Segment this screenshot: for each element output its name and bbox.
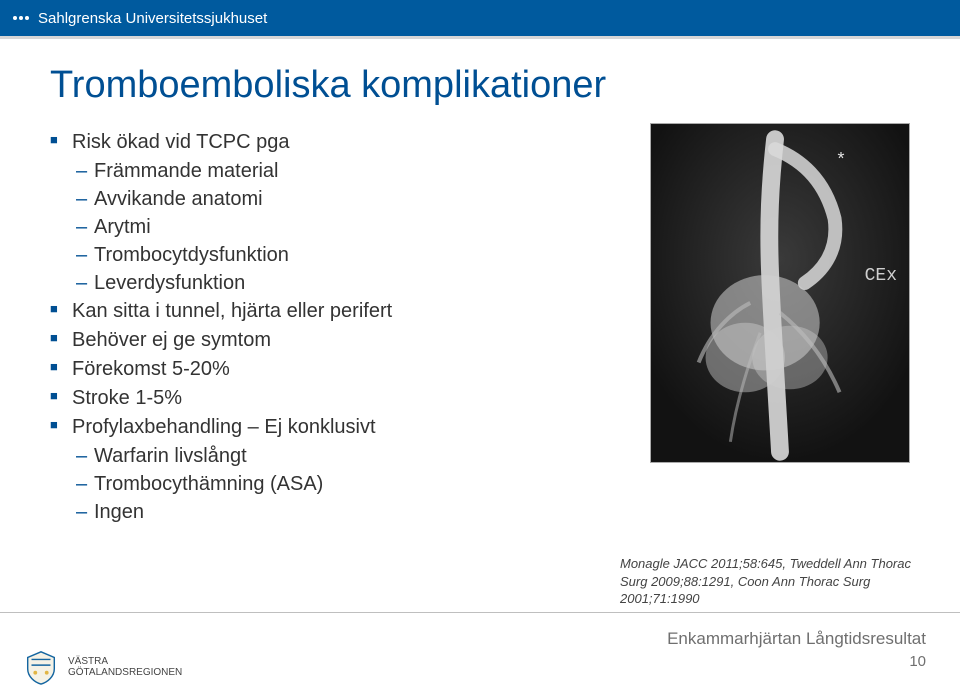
- bullet-level1: Behöver ej ge symtom: [50, 327, 626, 354]
- bullet-level2: Warfarin livslångt: [50, 443, 626, 470]
- bullet-level2: Ingen: [50, 499, 626, 526]
- angiogram-figure: * CEx: [650, 123, 910, 463]
- content-row: Risk ökad vid TCPC pgaFrämmande material…: [50, 129, 910, 527]
- slide-body: Tromboemboliska komplikationer Risk ökad…: [0, 36, 960, 700]
- header-org-name: Sahlgrenska Universitetssjukhuset: [38, 10, 267, 27]
- footer-subtitle: Enkammarhjärtan Långtidsresultat: [667, 629, 926, 649]
- citation-text: Monagle JACC 2011;58:645, Tweddell Ann T…: [620, 555, 920, 608]
- footer-divider: [0, 612, 960, 613]
- bullet-level1: Kan sitta i tunnel, hjärta eller perifer…: [50, 298, 626, 325]
- footer-logo-text: VÄSTRA GÖTALANDSREGIONEN: [68, 656, 182, 678]
- footer-region-line2: GÖTALANDSREGIONEN: [68, 667, 182, 678]
- bullet-level1: Stroke 1-5%: [50, 385, 626, 412]
- bullet-level1: Profylaxbehandling – Ej konklusivt: [50, 414, 626, 441]
- header-logo-mark: [12, 9, 30, 27]
- footer-logo: VÄSTRA GÖTALANDSREGIONEN: [22, 648, 182, 686]
- bullet-level2: Avvikande anatomi: [50, 186, 626, 213]
- page-number: 10: [667, 653, 926, 670]
- figure-label: CEx: [865, 266, 897, 286]
- slide-title: Tromboemboliska komplikationer: [50, 64, 910, 107]
- bullet-list: Risk ökad vid TCPC pgaFrämmande material…: [50, 129, 626, 527]
- bullet-level2: Leverdysfunktion: [50, 270, 626, 297]
- angiogram-svg: *: [651, 124, 909, 462]
- header-bar: Sahlgrenska Universitetssjukhuset: [0, 0, 960, 36]
- bullet-level2: Trombocythämning (ASA): [50, 471, 626, 498]
- bullet-level2: Trombocytdysfunktion: [50, 242, 626, 269]
- vg-crest-icon: [22, 648, 60, 686]
- footer: VÄSTRA GÖTALANDSREGIONEN Enkammarhjärtan…: [0, 612, 960, 700]
- svg-text:*: *: [838, 148, 845, 168]
- bullet-level2: Främmande material: [50, 158, 626, 185]
- bullet-level1: Risk ökad vid TCPC pga: [50, 129, 626, 156]
- footer-right: Enkammarhjärtan Långtidsresultat 10: [667, 629, 926, 670]
- bullet-level2: Arytmi: [50, 214, 626, 241]
- bullet-level1: Förekomst 5-20%: [50, 356, 626, 383]
- footer-region-line1: VÄSTRA: [68, 656, 182, 667]
